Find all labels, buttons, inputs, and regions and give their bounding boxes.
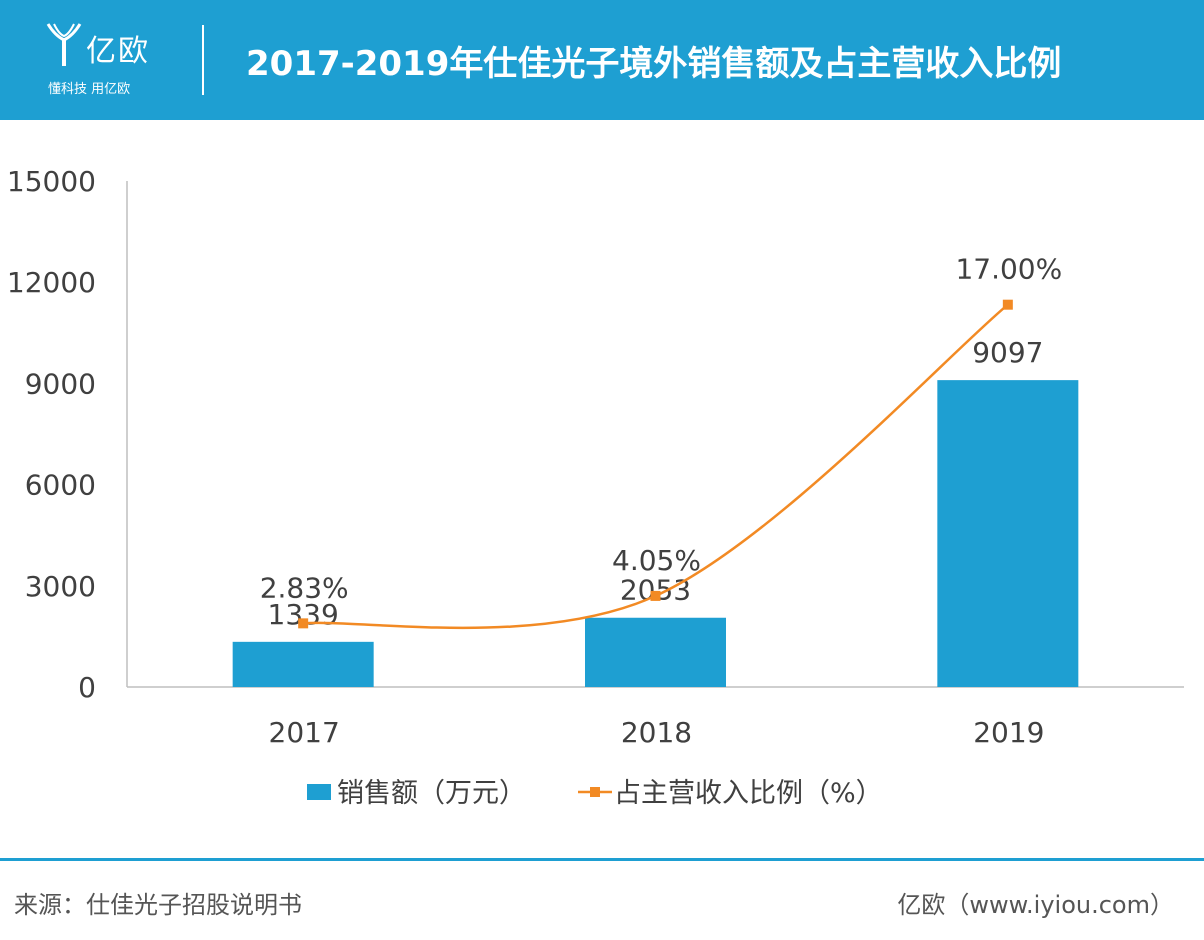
- line-point-2017: [298, 618, 309, 629]
- bar-label-2018: 2053: [620, 574, 691, 607]
- x-tick-label-2017: 2017: [269, 716, 340, 749]
- y-tick-label-3: 9000: [25, 367, 96, 400]
- y-tick-label-1: 3000: [25, 570, 96, 603]
- y-tick-label-5: 15000: [7, 165, 96, 198]
- source-note: 来源：仕佳光子招股说明书: [14, 891, 302, 919]
- line-label-2018: 4.05%: [612, 544, 701, 577]
- x-tick-label-2019: 2019: [973, 716, 1044, 749]
- bar-2019: [937, 380, 1079, 687]
- credit-note: 亿欧（www.iyiou.com）: [897, 891, 1174, 919]
- legend-marker-ratio: [590, 787, 600, 797]
- y-tick-label-0: 0: [78, 671, 96, 704]
- x-tick-label-2018: 2018: [621, 716, 692, 749]
- bar-2018: [585, 617, 726, 687]
- bar-2017: [232, 641, 374, 687]
- bar-label-2019: 9097: [972, 336, 1043, 369]
- chart-title: 2017-2019年仕佳光子境外销售额及占主营收入比例: [246, 44, 1062, 84]
- y-tick-label-4: 12000: [7, 266, 96, 299]
- header-banner: 亿欧 懂科技 用亿欧 2017-2019年仕佳光子境外销售额及占主营收入比例: [0, 0, 1204, 120]
- logo-name: 亿欧: [86, 34, 150, 69]
- line-point-2018: [650, 590, 661, 601]
- logo-slogan: 懂科技 用亿欧: [48, 82, 131, 97]
- header-divider: [202, 25, 204, 95]
- legend-label-ratio: 占主营收入比例（%）: [614, 778, 883, 809]
- legend-swatch-sales: [307, 784, 331, 800]
- y-tick-label-2: 6000: [25, 469, 96, 502]
- line-label-2017: 2.83%: [260, 571, 349, 604]
- logo-mark-icon: [46, 23, 82, 66]
- logo: 亿欧 懂科技 用亿欧: [44, 20, 174, 100]
- line-point-2019: [1002, 299, 1013, 310]
- legend-label-sales: 销售额（万元）: [337, 778, 526, 809]
- line-label-2019: 17.00%: [955, 253, 1062, 286]
- footer-divider: [0, 858, 1204, 861]
